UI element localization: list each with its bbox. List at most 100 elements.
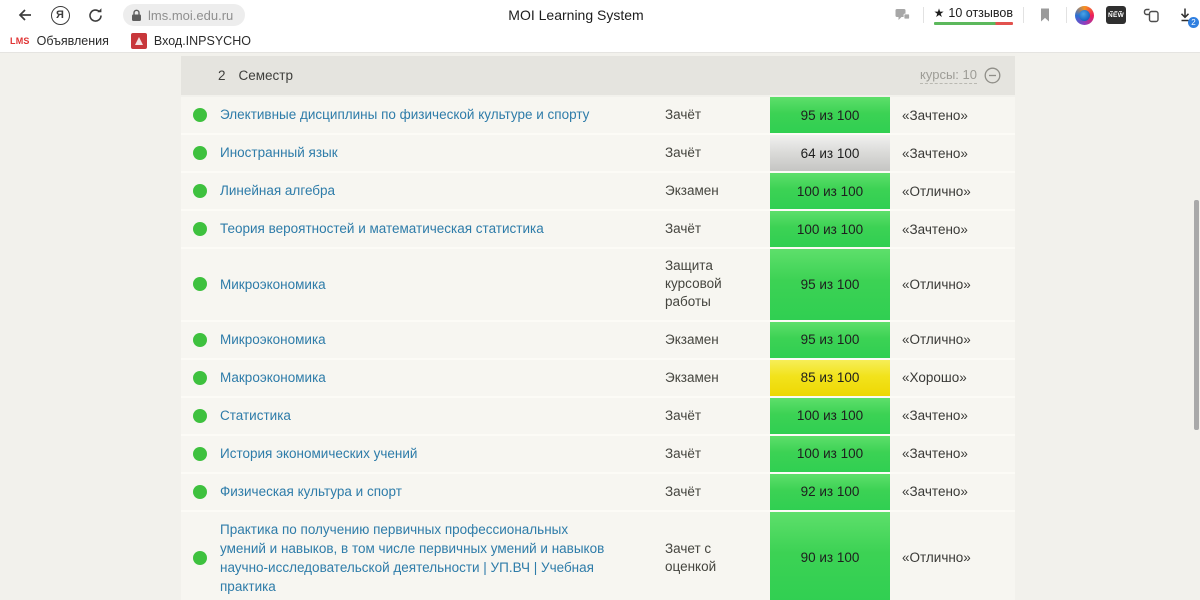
downloads-button[interactable]: 2 <box>1174 3 1199 28</box>
semester-table: 2 Семестр курсы: 10 Элективные дисциплин… <box>181 56 1015 600</box>
status-dot-cell <box>181 360 218 396</box>
course-link[interactable]: Практика по получению первичных професси… <box>220 521 605 595</box>
course-name-cell: Микроэкономика <box>218 249 660 320</box>
course-link[interactable]: Физическая культура и спорт <box>220 484 402 500</box>
grade-text: «Зачтено» <box>902 145 968 161</box>
collections-glyph-icon <box>1143 8 1159 22</box>
assessment-type: Зачет с оценкой <box>665 540 717 574</box>
inpsycho-favicon <box>130 33 147 49</box>
refresh-button[interactable] <box>82 2 108 28</box>
green-status-dot-icon <box>192 332 207 347</box>
course-row: Теория вероятностей и математическая ста… <box>181 211 1015 249</box>
yandex-icon: Я <box>50 5 70 25</box>
bookmark-label: Вход.INPSYCHO <box>153 34 251 48</box>
yandex-browser-button[interactable]: Я <box>47 2 73 28</box>
score-badge: 100 из 100 <box>770 435 890 472</box>
bookmark-label: Объявления <box>36 34 109 48</box>
bookmark-flag-icon <box>1041 8 1049 22</box>
course-link[interactable]: Микроэкономика <box>220 332 326 348</box>
scrollbar-thumb[interactable] <box>1194 200 1199 430</box>
reviews-rating-bar <box>933 21 1013 25</box>
green-status-dot-icon <box>192 184 207 198</box>
collections-icon[interactable] <box>1138 2 1164 28</box>
score-badge: 92 из 100 <box>770 473 890 510</box>
green-status-dot-icon <box>192 108 207 122</box>
course-link[interactable]: Иностранный язык <box>220 145 338 161</box>
lock-icon <box>132 9 141 21</box>
reviews-label: 10 отзывов <box>948 5 1013 20</box>
protect-glyph-icon <box>895 9 910 20</box>
back-arrow-icon <box>18 9 31 21</box>
grade-text: «Хорошо» <box>902 370 967 386</box>
star-icon: ★ <box>933 5 945 20</box>
course-row: Микроэкономика Защита курсовой работы 95 и… <box>181 249 1015 322</box>
course-row: Иностранный язык Зачёт 64 из 100 «Зачтено» <box>181 135 1015 173</box>
status-dot-cell <box>181 135 218 171</box>
assessment-type: Зачёт <box>665 483 702 499</box>
green-status-dot-icon <box>192 146 207 160</box>
course-link[interactable]: Статистика <box>220 408 291 424</box>
status-dot-cell <box>181 249 218 320</box>
assessment-type: Зачёт <box>665 445 702 461</box>
course-row: Линейная алгебра Экзамен 100 из 100 «Отличн… <box>181 173 1015 211</box>
semester-2-header: 2 Семестр курсы: 10 <box>181 56 1015 95</box>
course-name-cell: Микроэкономика <box>218 322 660 358</box>
status-dot-cell <box>181 211 218 247</box>
inpsycho-emblem-icon <box>134 37 143 45</box>
status-dot-cell <box>181 398 218 434</box>
course-row: Физическая культура и спорт Зачёт 92 из 10… <box>181 473 1015 512</box>
course-link[interactable]: Теория вероятностей и математическая ста… <box>220 221 544 237</box>
assessment-type: Зачёт <box>665 220 702 236</box>
page-title: MOI Learning System <box>508 7 644 23</box>
grade-text: «Отлично» <box>902 276 971 292</box>
green-status-dot-icon <box>192 446 207 461</box>
course-row: Практика по получению первичных професси… <box>181 511 1015 600</box>
collapse-minus-icon[interactable] <box>984 67 1001 84</box>
page-content: 2 Семестр курсы: 10 Элективные дисциплин… <box>0 54 1200 600</box>
grade-text: «Отлично» <box>902 332 971 348</box>
score-badge: 100 из 100 <box>770 211 890 247</box>
course-link[interactable]: Элективные дисциплины по физической куль… <box>220 107 590 123</box>
lms-favicon: LMS <box>10 36 30 46</box>
bookmark-lms-announcements[interactable]: LMS Объявления <box>10 34 109 48</box>
score-badge: 64 из 100 <box>770 135 890 171</box>
green-status-dot-icon <box>192 484 207 499</box>
score-badge: 85 из 100 <box>770 359 890 396</box>
download-arrow-icon <box>1180 8 1190 22</box>
protect-icon[interactable] <box>889 2 915 28</box>
course-link[interactable]: Линейная алгебра <box>220 183 336 199</box>
course-link[interactable]: Макроэкономика <box>220 370 326 386</box>
score-badge: 100 из 100 <box>770 397 890 434</box>
status-dot-cell <box>181 512 218 600</box>
toolbar-separator <box>1023 7 1024 23</box>
assessment-type: Экзамен <box>665 331 719 347</box>
back-button[interactable] <box>12 2 38 28</box>
toolbar-separator <box>1066 7 1067 23</box>
course-row: История экономических учений Зачёт 100 из … <box>181 435 1015 474</box>
course-name-cell: Линейная алгебра <box>218 173 660 209</box>
refresh-icon <box>88 7 102 22</box>
course-link[interactable]: История экономических учений <box>220 446 418 462</box>
green-status-dot-icon <box>192 222 207 236</box>
extension-circle-icon[interactable] <box>1075 5 1094 25</box>
course-name-cell: Макроэкономика <box>218 360 660 396</box>
bookmark-inpsycho[interactable]: Вход.INPSYCHO <box>130 33 251 49</box>
course-name-cell: Физическая культура и спорт <box>218 474 660 510</box>
score-badge: 90 из 100 <box>770 511 890 600</box>
reviews-widget[interactable]: ★ 10 отзывов <box>933 5 1013 25</box>
semester-label: Семестр <box>238 68 294 83</box>
courses-count-link[interactable]: курсы: 10 <box>920 67 977 85</box>
green-status-dot-icon <box>192 370 207 385</box>
course-link[interactable]: Микроэкономика <box>220 276 326 292</box>
new-extension-dash <box>1110 10 1122 12</box>
green-status-dot-icon <box>192 277 207 292</box>
new-extension-icon[interactable]: NEW <box>1106 6 1126 24</box>
course-name-cell: Статистика <box>218 398 660 434</box>
green-status-dot-icon <box>192 550 207 565</box>
toolbar-right-icons: ★ 10 отзывов NEW <box>889 0 1199 30</box>
bookmark-flag-button[interactable] <box>1032 2 1058 28</box>
grade-text: «Зачтено» <box>902 484 968 500</box>
score-badge: 95 из 100 <box>770 321 890 358</box>
score-badge: 95 из 100 <box>770 249 890 320</box>
address-bar[interactable]: lms.moi.edu.ru <box>123 4 246 26</box>
